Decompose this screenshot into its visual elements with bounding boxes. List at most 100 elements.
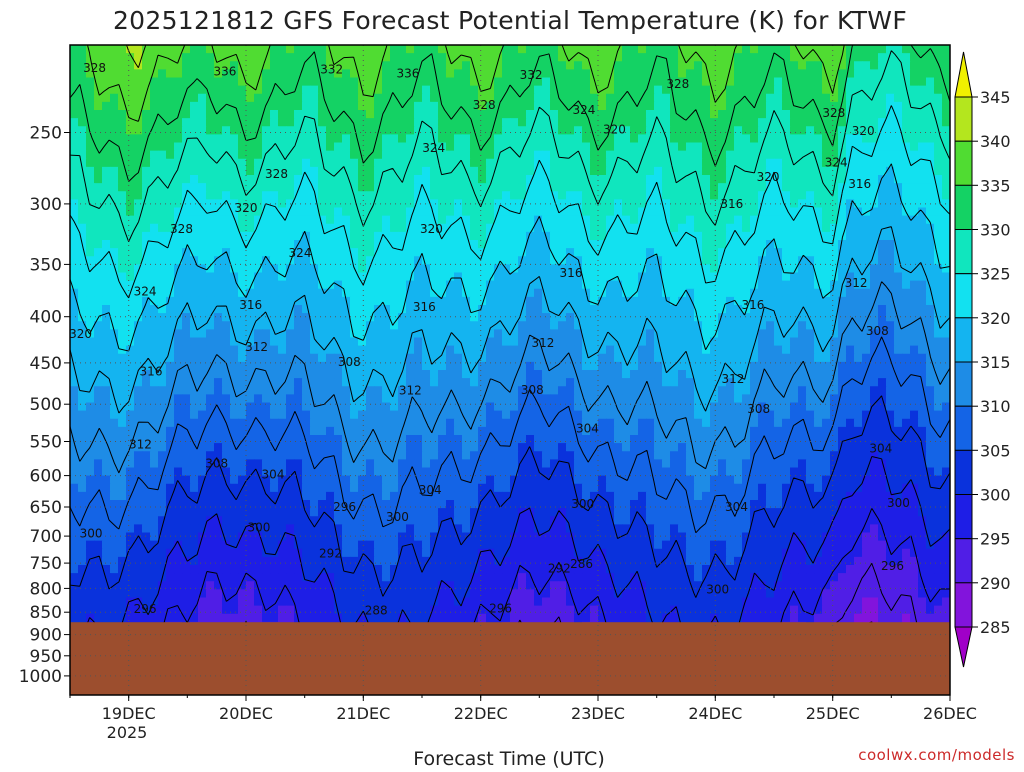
field-cell bbox=[398, 223, 407, 233]
field-cell bbox=[822, 53, 831, 62]
field-cell bbox=[718, 183, 727, 192]
field-cell bbox=[854, 370, 863, 379]
field-cell bbox=[486, 305, 495, 314]
field-cell bbox=[142, 256, 151, 265]
field-cell bbox=[630, 264, 639, 274]
field-cell bbox=[926, 158, 935, 168]
field-cell bbox=[550, 345, 559, 355]
field-cell bbox=[638, 353, 647, 363]
field-cell bbox=[102, 61, 111, 70]
field-cell bbox=[494, 101, 503, 111]
field-cell bbox=[822, 345, 831, 355]
field-cell bbox=[750, 199, 759, 209]
field-cell bbox=[182, 313, 191, 322]
field-cell bbox=[326, 118, 335, 127]
field-cell bbox=[654, 45, 663, 54]
field-cell bbox=[382, 337, 391, 347]
field-cell bbox=[518, 231, 527, 241]
field-cell bbox=[758, 215, 767, 225]
field-cell bbox=[918, 53, 927, 62]
field-cell bbox=[846, 378, 855, 387]
field-cell bbox=[742, 329, 751, 339]
field-cell bbox=[886, 248, 895, 257]
field-cell bbox=[574, 150, 583, 160]
field-cell bbox=[158, 410, 167, 420]
field-cell bbox=[262, 264, 271, 274]
field-cell bbox=[78, 313, 87, 322]
field-cell bbox=[270, 199, 279, 209]
field-cell bbox=[534, 142, 543, 152]
field-cell bbox=[790, 353, 799, 363]
field-cell bbox=[318, 77, 327, 87]
field-cell bbox=[382, 240, 391, 249]
field-cell bbox=[446, 223, 455, 233]
field-cell bbox=[142, 248, 151, 257]
field-cell bbox=[870, 53, 879, 62]
field-cell bbox=[406, 223, 415, 233]
field-cell bbox=[470, 231, 479, 241]
field-cell bbox=[654, 110, 663, 119]
field-cell bbox=[358, 175, 367, 184]
field-cell bbox=[390, 118, 399, 127]
field-cell bbox=[566, 69, 575, 79]
field-cell bbox=[182, 150, 191, 160]
field-cell bbox=[838, 175, 847, 184]
field-cell bbox=[798, 296, 807, 306]
field-cell bbox=[310, 61, 319, 70]
field-cell bbox=[366, 240, 375, 249]
field-cell bbox=[750, 264, 759, 274]
field-cell bbox=[758, 240, 767, 249]
field-cell bbox=[486, 118, 495, 127]
field-cell bbox=[198, 248, 207, 257]
field-cell bbox=[518, 223, 527, 233]
field-cell bbox=[94, 402, 103, 412]
field-cell bbox=[622, 158, 631, 168]
field-cell bbox=[150, 231, 159, 241]
field-cell bbox=[742, 126, 751, 135]
field-cell bbox=[686, 93, 695, 103]
field-cell bbox=[158, 248, 167, 257]
field-cell bbox=[238, 126, 247, 135]
field-cell bbox=[286, 345, 295, 355]
field-cell bbox=[486, 402, 495, 412]
field-cell bbox=[822, 248, 831, 257]
field-cell bbox=[534, 199, 543, 209]
field-cell bbox=[774, 264, 783, 274]
field-cell bbox=[478, 118, 487, 127]
field-cell bbox=[534, 85, 543, 95]
field-cell bbox=[390, 402, 399, 412]
field-cell bbox=[438, 175, 447, 184]
field-cell bbox=[654, 402, 663, 412]
field-cell bbox=[630, 256, 639, 265]
field-cell bbox=[142, 394, 151, 404]
field-cell bbox=[222, 53, 231, 62]
field-cell bbox=[342, 370, 351, 379]
field-cell bbox=[214, 207, 223, 217]
field-cell bbox=[582, 215, 591, 225]
field-cell bbox=[94, 240, 103, 249]
field-cell bbox=[326, 69, 335, 79]
field-cell bbox=[478, 280, 487, 290]
field-cell bbox=[470, 296, 479, 306]
field-cell bbox=[342, 337, 351, 347]
field-cell bbox=[270, 321, 279, 330]
field-cell bbox=[734, 329, 743, 339]
field-cell bbox=[230, 402, 239, 412]
field-cell bbox=[758, 61, 767, 70]
field-cell bbox=[358, 305, 367, 314]
field-cell bbox=[222, 264, 231, 274]
field-cell bbox=[382, 353, 391, 363]
field-cell bbox=[926, 223, 935, 233]
field-cell bbox=[486, 329, 495, 339]
field-cell bbox=[718, 126, 727, 135]
field-cell bbox=[726, 345, 735, 355]
field-cell bbox=[254, 321, 263, 330]
field-cell bbox=[430, 240, 439, 249]
field-cell bbox=[726, 313, 735, 322]
field-cell bbox=[134, 394, 143, 404]
field-cell bbox=[566, 93, 575, 103]
field-cell bbox=[926, 85, 935, 95]
field-cell bbox=[726, 361, 735, 371]
field-cell bbox=[238, 223, 247, 233]
field-cell bbox=[902, 142, 911, 152]
